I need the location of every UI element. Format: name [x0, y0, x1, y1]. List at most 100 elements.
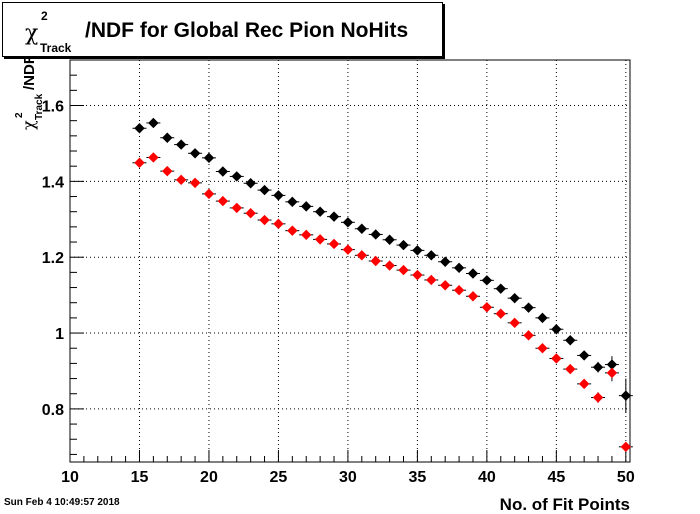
data-point [174, 174, 189, 186]
diamond-marker [523, 302, 534, 313]
data-point [591, 361, 606, 373]
diamond-marker [620, 441, 632, 453]
diamond-marker [189, 148, 201, 159]
diamond-marker [592, 392, 604, 403]
diamond-marker [412, 245, 423, 256]
data-point [465, 291, 480, 302]
data-point [188, 177, 203, 189]
data-point [299, 229, 314, 241]
grid-lines [69, 60, 630, 462]
data-point [577, 378, 592, 390]
tick-labels: 10 15 20 25 30 35 40 45 50 0.8 1 1.2 1.4 1.6 [42, 99, 635, 486]
data-point [438, 256, 453, 267]
data-point [535, 312, 550, 324]
diamond-marker [287, 225, 298, 236]
data-point [591, 392, 606, 403]
y-tick-label: 1.6 [42, 99, 64, 116]
data-point [243, 208, 258, 219]
svg-text:χ: χ [19, 120, 38, 130]
data-point [577, 350, 592, 361]
timestamp: Sun Feb 4 10:49:57 2018 [4, 497, 120, 508]
data-point [535, 343, 550, 354]
diamond-marker [578, 378, 590, 390]
diamond-marker [231, 202, 242, 214]
data-point [521, 302, 536, 313]
x-tick-label: 40 [478, 469, 496, 486]
diamond-marker [398, 264, 409, 276]
diamond-marker [273, 190, 284, 201]
data-point [354, 223, 369, 234]
y-tick-label: 1 [55, 326, 64, 343]
data-point [507, 317, 522, 329]
data-point [493, 308, 508, 319]
data-point [396, 264, 411, 276]
data-point [452, 262, 467, 274]
x-tick-label: 50 [617, 469, 635, 486]
data-point [243, 178, 258, 189]
diamond-marker [481, 275, 493, 286]
axes [69, 59, 631, 463]
data-markers [132, 117, 633, 453]
diamond-marker [175, 174, 187, 186]
diamond-marker [592, 361, 604, 373]
diamond-marker [162, 132, 173, 143]
x-tick-label: 30 [339, 469, 357, 486]
data-point [160, 132, 175, 143]
diamond-marker [356, 250, 368, 261]
diamond-marker [439, 280, 451, 291]
data-point [299, 201, 314, 212]
diamond-marker [495, 283, 506, 294]
data-point [215, 195, 230, 207]
svg-text:2: 2 [14, 112, 25, 118]
x-tick-label: 10 [61, 469, 79, 486]
data-point [188, 148, 203, 159]
diamond-marker [565, 363, 576, 375]
data-point [424, 274, 439, 286]
diamond-marker [467, 291, 479, 302]
diamond-marker [342, 244, 354, 255]
data-point [368, 229, 383, 240]
diamond-marker [426, 250, 437, 261]
diamond-marker [578, 350, 590, 361]
diamond-marker [162, 165, 173, 177]
diamond-marker [342, 217, 354, 228]
title-subscript: Track [40, 41, 72, 55]
data-point [549, 353, 564, 364]
diamond-marker [217, 166, 229, 177]
diamond-marker [134, 123, 145, 134]
data-point [229, 171, 244, 182]
diamond-marker [509, 292, 520, 304]
diamond-marker [314, 234, 326, 245]
data-point [618, 378, 633, 413]
plot-frame [69, 59, 631, 463]
y-tick-label: 1.2 [42, 250, 64, 267]
data-point [479, 302, 494, 313]
data-point [132, 157, 147, 168]
diamond-marker [606, 367, 618, 379]
diamond-marker [203, 152, 215, 164]
data-point [507, 292, 522, 304]
data-point [382, 260, 397, 271]
diamond-marker [356, 223, 368, 234]
y-tick-label: 0.8 [42, 402, 64, 419]
title-superscript: 2 [41, 9, 48, 23]
data-point [215, 166, 230, 177]
diamond-marker [551, 353, 562, 364]
diamond-marker [523, 330, 534, 341]
diamond-marker [370, 255, 381, 267]
diamond-marker [287, 196, 298, 208]
data-point [146, 152, 161, 163]
y-axis-label: χ 2 Track /NDF [14, 55, 45, 130]
data-point [563, 335, 578, 346]
data-point [201, 152, 216, 164]
diamond-marker [189, 177, 201, 189]
diamond-marker [259, 184, 270, 196]
data-point [327, 238, 342, 250]
x-tick-label: 15 [131, 469, 149, 486]
x-tick-label: 20 [200, 469, 218, 486]
data-point [563, 363, 578, 375]
y-tick-label: 1.4 [42, 174, 64, 191]
data-point [257, 214, 272, 226]
diamond-marker [314, 206, 326, 217]
